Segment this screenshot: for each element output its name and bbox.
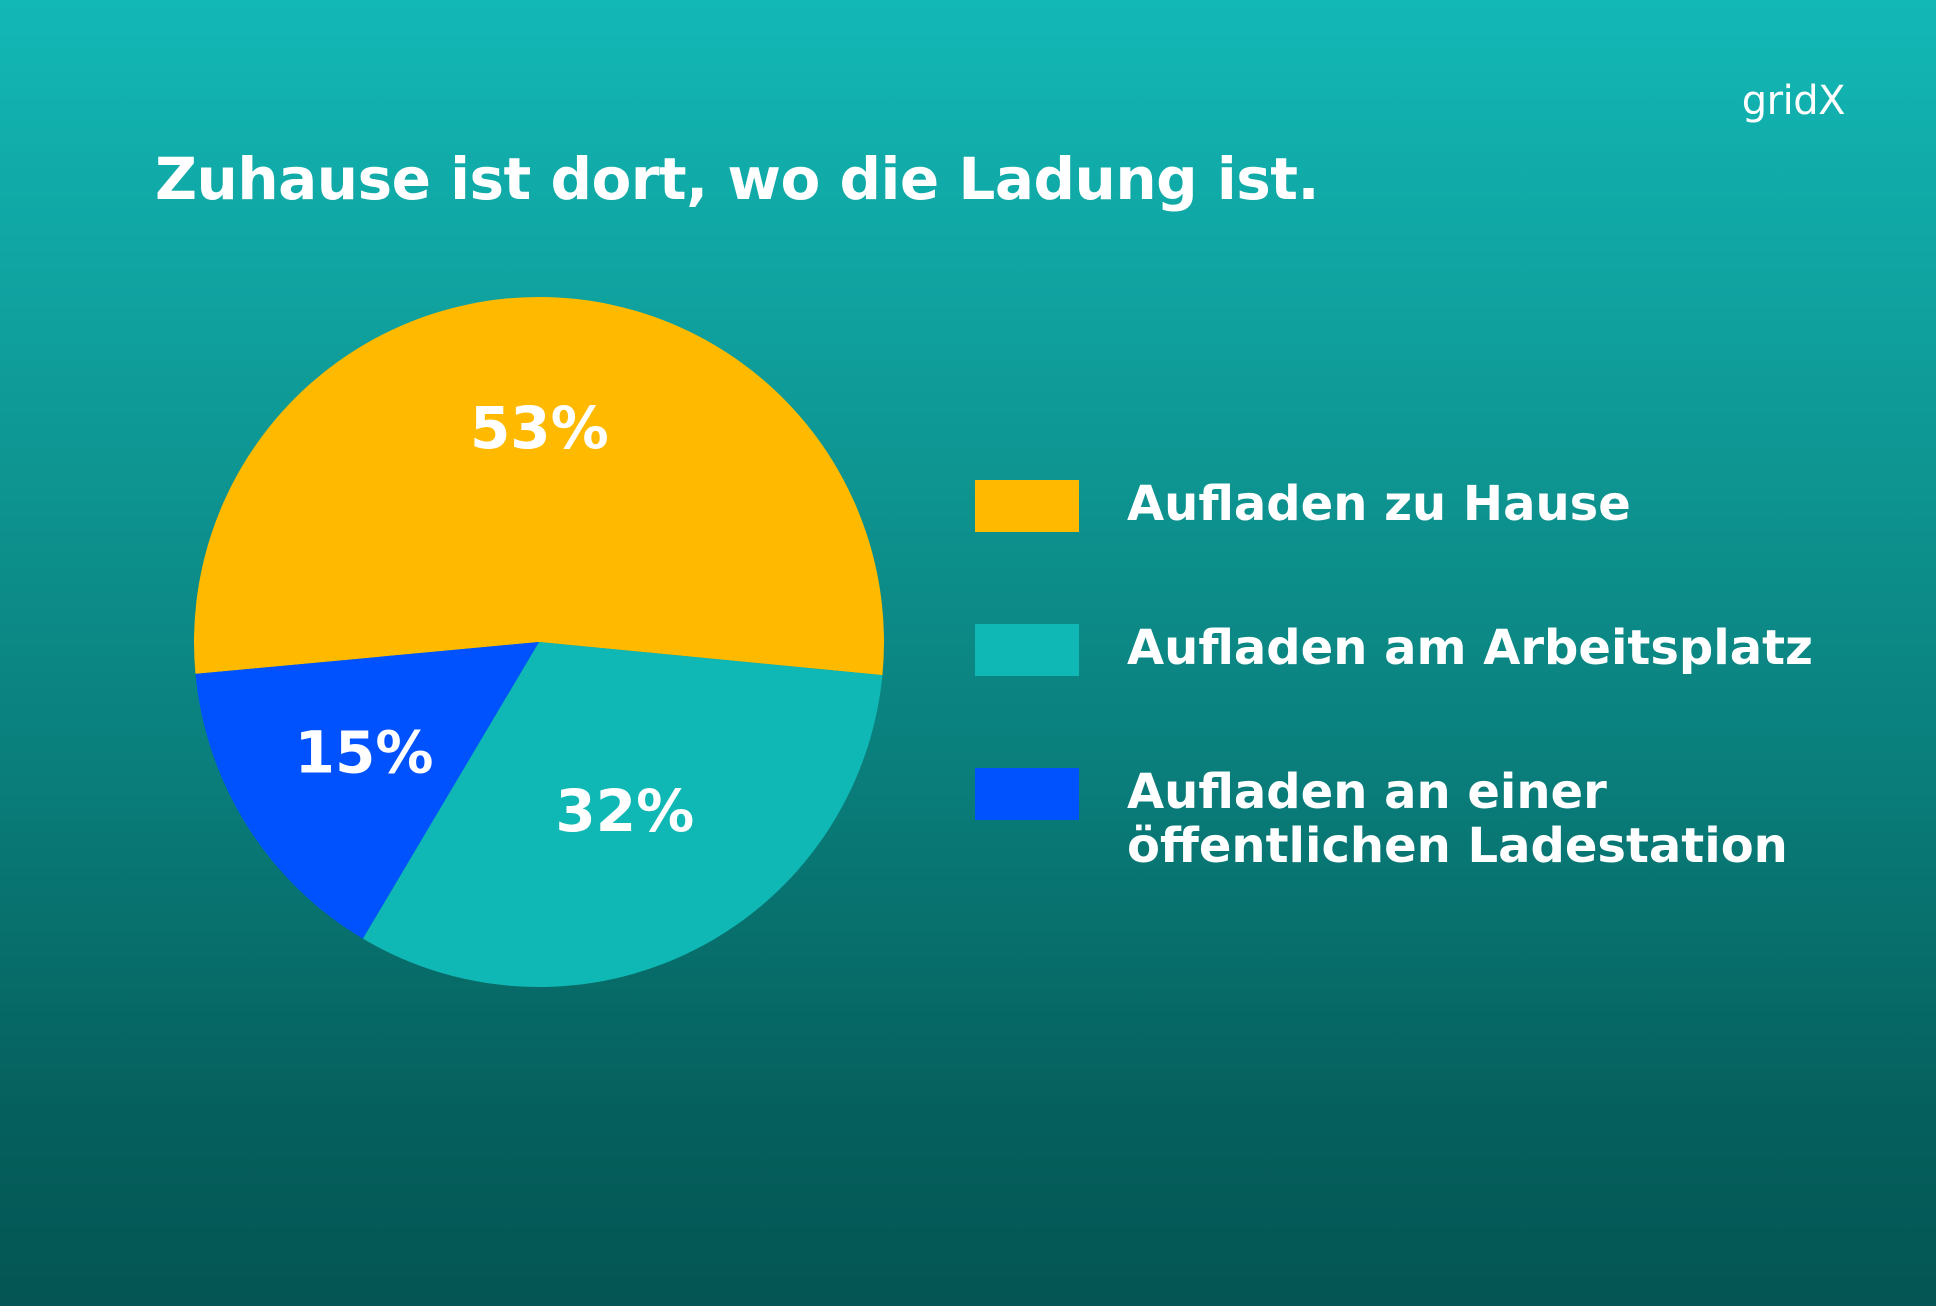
page-title: Zuhause ist dort, wo die Ladung ist.	[155, 145, 1319, 213]
legend-item-public: Aufladen an einer öffentlichen Ladestati…	[975, 764, 1788, 874]
legend-swatch-work	[975, 624, 1079, 676]
legend-item-home: Aufladen zu Hause	[975, 477, 1787, 532]
legend-label-work: Aufladen am Arbeitsplatz	[1127, 620, 1813, 676]
slice-label-work: 32%	[555, 777, 694, 845]
slice-label-public: 15%	[295, 719, 434, 787]
legend-label-line: öffentlichen Ladestation	[1127, 818, 1788, 874]
pie-slice-work	[362, 642, 883, 988]
legend-swatch-public	[975, 768, 1079, 820]
legend-item-work: Aufladen am Arbeitsplatz	[975, 620, 1813, 676]
legend-label-line: Aufladen an einer	[1127, 764, 1607, 820]
legend-label-public: Aufladen an einer öffentlichen Ladestati…	[1127, 764, 1788, 874]
pie-slice-home	[194, 297, 885, 676]
legend-swatch-home	[975, 480, 1079, 532]
chart-legend: Aufladen zu Hause Aufladen am Arbeitspla…	[975, 477, 1813, 913]
brand-logo: gridX	[1741, 78, 1846, 124]
legend-label-line: Aufladen am Arbeitsplatz	[1127, 620, 1813, 676]
legend-label-line: Aufladen zu Hause	[1127, 476, 1631, 532]
pie-slice-public	[195, 642, 539, 939]
legend-label-home: Aufladen zu Hause	[1127, 477, 1631, 531]
slice-label-home: 53%	[470, 394, 609, 462]
